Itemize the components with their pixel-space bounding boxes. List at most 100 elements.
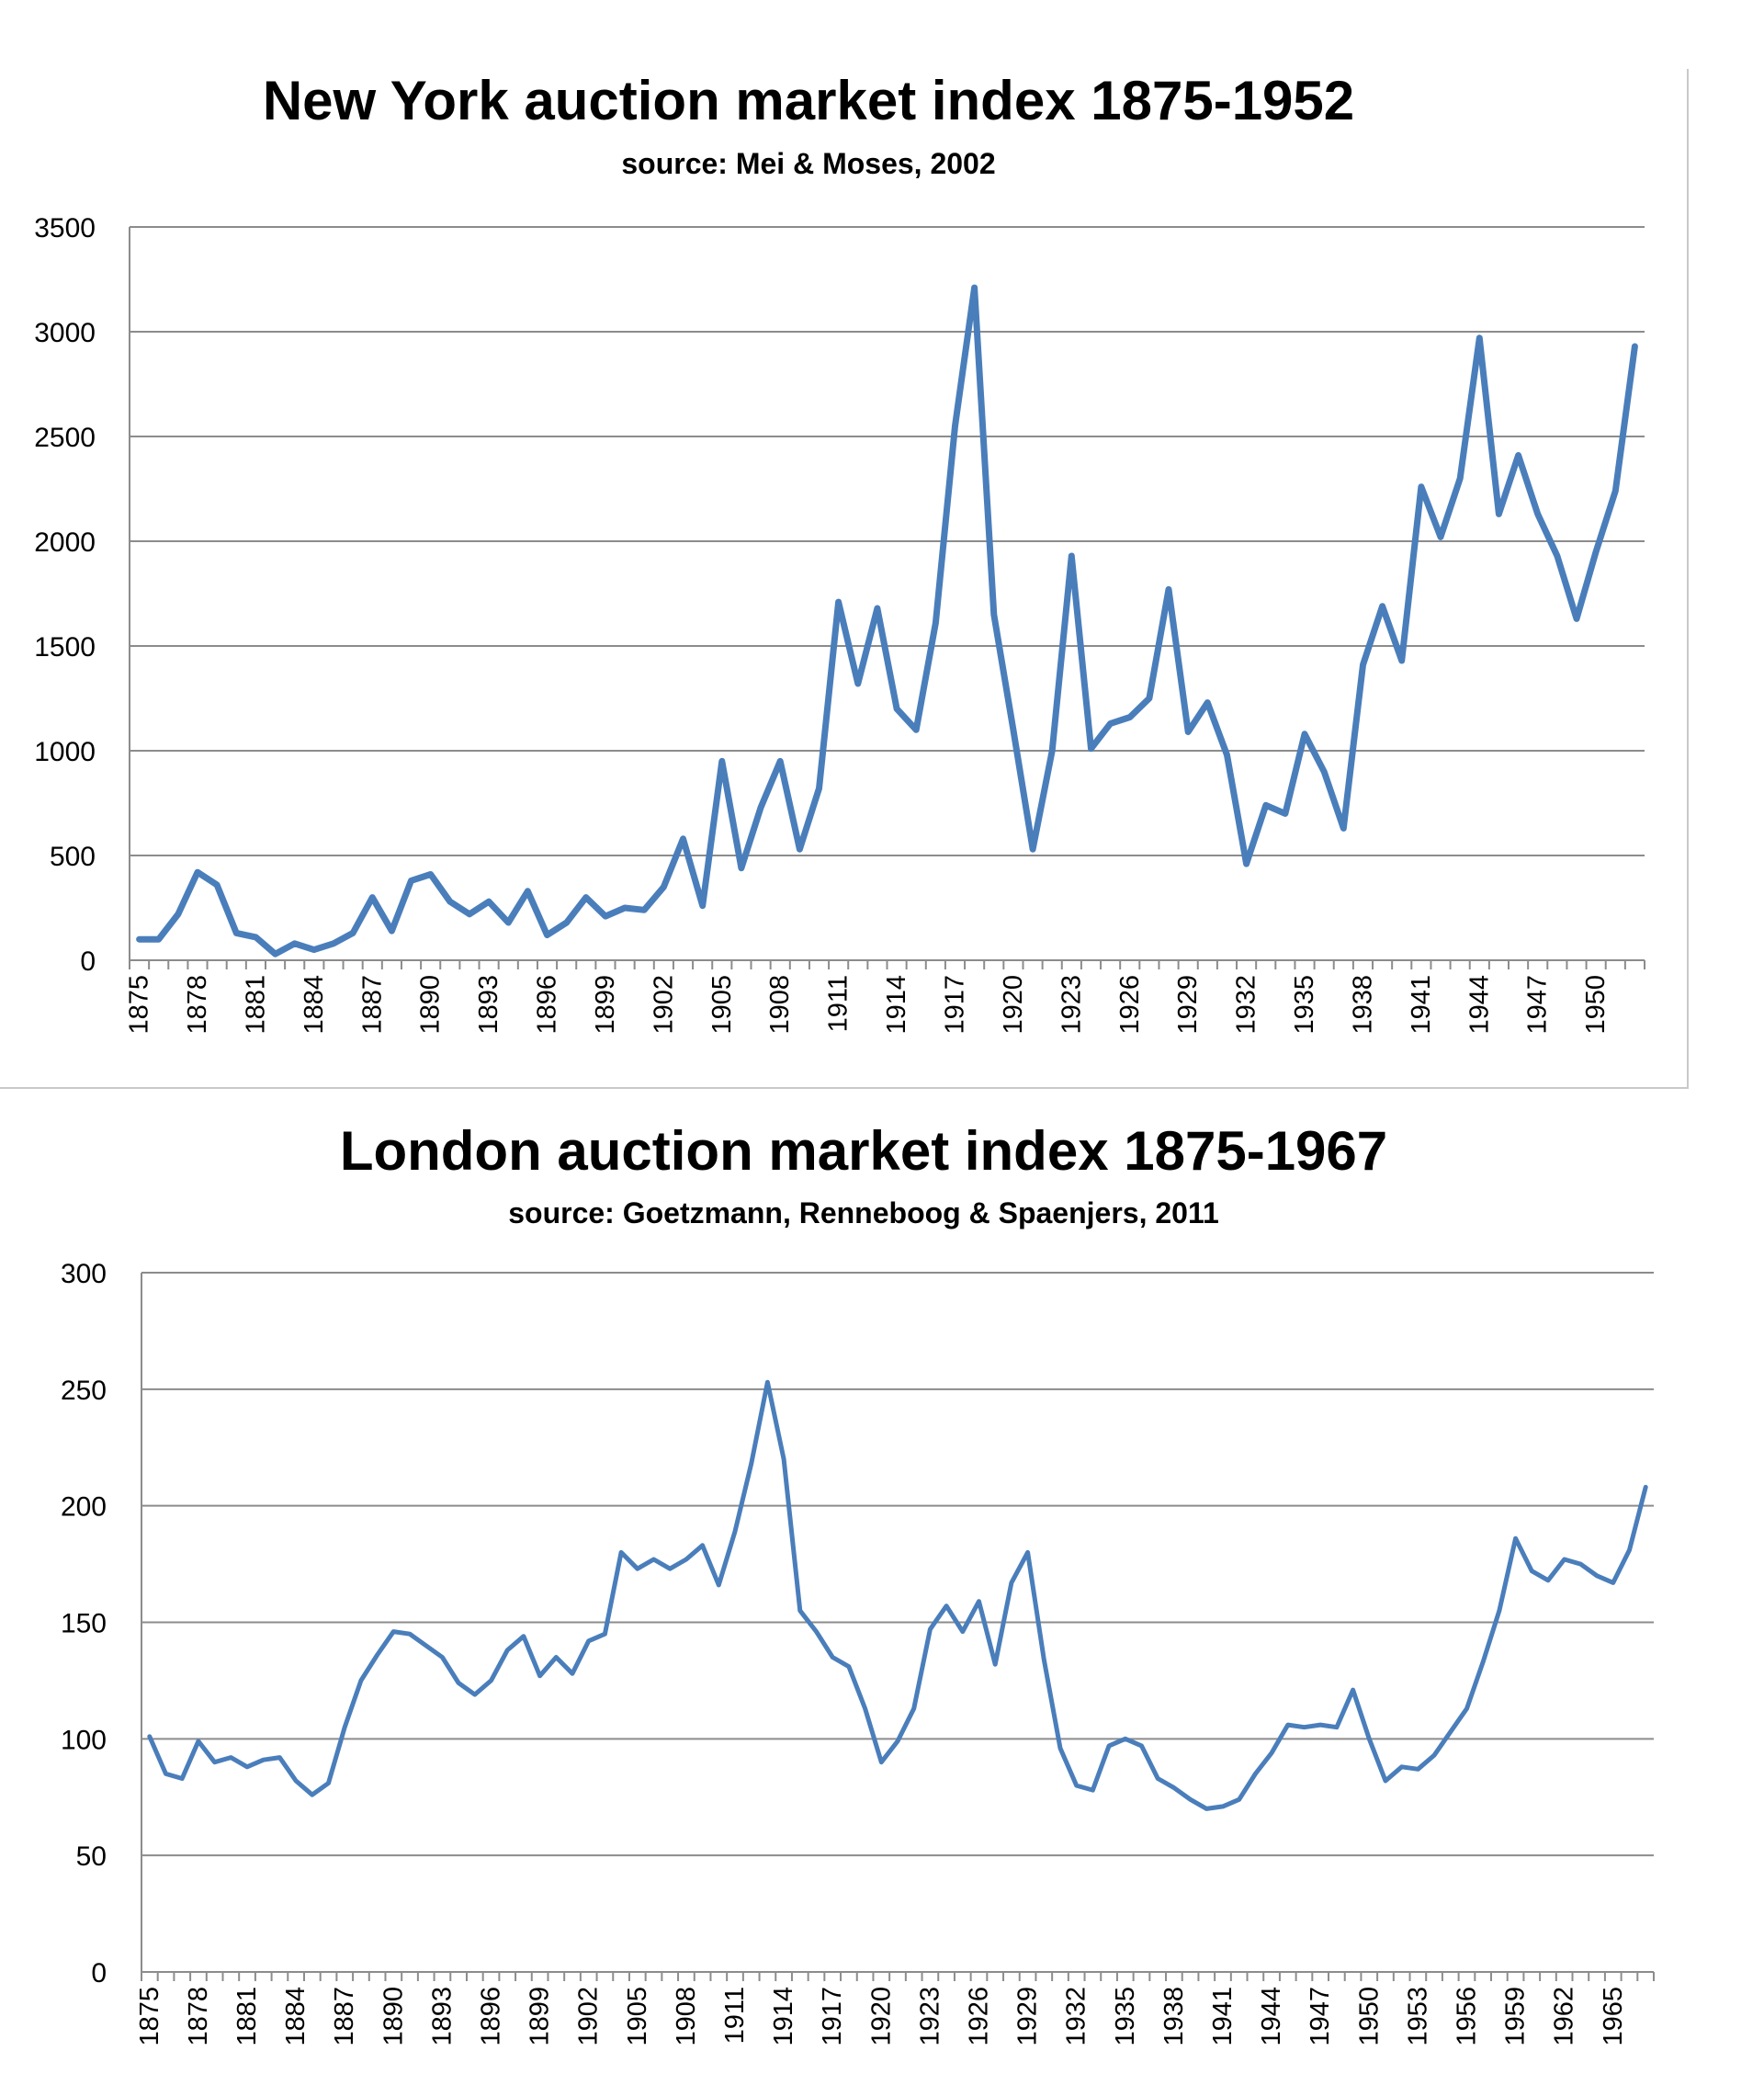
- london-data-point: [1497, 1608, 1502, 1614]
- ny-x-tick-label: 1932: [1232, 975, 1261, 1035]
- london-data-point: [1351, 1687, 1356, 1693]
- london-data-point: [878, 1760, 884, 1765]
- london-x-tick-label: 1890: [379, 1987, 408, 2046]
- london-data-point: [1513, 1535, 1519, 1541]
- london-y-tick-label: 250: [61, 1376, 107, 1406]
- ny-y-tick-label: 2000: [34, 527, 96, 558]
- ny-x-tick-label: 1893: [474, 975, 503, 1035]
- london-data-point: [797, 1608, 803, 1614]
- ny-chart-title: New York auction market index 1875-1952: [262, 70, 1355, 131]
- london-data-point: [390, 1629, 396, 1635]
- london-data-point: [1009, 1580, 1014, 1585]
- london-series-line: [147, 1379, 1648, 1811]
- london-data-point: [1594, 1573, 1600, 1579]
- london-data-point: [424, 1643, 429, 1648]
- london-data-point: [1562, 1557, 1567, 1562]
- london-y-tick-label: 200: [61, 1492, 107, 1523]
- london-x-tick-label: 1893: [427, 1987, 457, 2046]
- london-data-point: [1366, 1736, 1372, 1741]
- london-data-point: [1399, 1764, 1405, 1770]
- london-data-point: [700, 1543, 706, 1548]
- london-data-point: [1415, 1766, 1420, 1772]
- london-data-point: [521, 1634, 526, 1639]
- london-data-point: [1611, 1580, 1616, 1585]
- london-x-tick-label: 1938: [1159, 1987, 1189, 2046]
- london-x-tick-label: 1944: [1257, 1987, 1286, 2046]
- ny-x-tick-label: 1887: [357, 975, 387, 1035]
- london-data-point: [342, 1725, 347, 1730]
- ny-y-tick-label: 2500: [34, 423, 96, 453]
- london-data-point: [618, 1549, 624, 1555]
- london-data-point: [310, 1792, 315, 1797]
- london-data-point: [1074, 1783, 1080, 1788]
- london-data-point: [1317, 1722, 1323, 1728]
- london-data-point: [814, 1629, 820, 1635]
- london-data-point: [1431, 1752, 1437, 1758]
- london-data-point: [489, 1678, 494, 1683]
- london-y-tick-label: 50: [76, 1841, 107, 1872]
- ny-x-tick-label: 1878: [183, 975, 212, 1035]
- london-x-tick-label: 1947: [1306, 1987, 1335, 2046]
- london-data-point: [1252, 1771, 1258, 1776]
- london-data-point: [846, 1664, 852, 1670]
- london-x-tick-label: 1935: [1111, 1987, 1140, 2046]
- london-x-tick-label: 1881: [232, 1987, 262, 2046]
- london-x-tick-label: 1911: [720, 1987, 750, 2044]
- london-data-point: [1334, 1725, 1340, 1730]
- london-data-point: [1171, 1785, 1177, 1791]
- london-data-point: [244, 1764, 250, 1770]
- london-data-point: [1123, 1736, 1128, 1741]
- london-data-point: [1204, 1806, 1209, 1811]
- ny-x-tick-label: 1926: [1115, 975, 1145, 1035]
- london-x-tick-label: 1896: [477, 1987, 506, 2046]
- ny-x-tick-label: 1944: [1464, 975, 1494, 1035]
- ny-x-tick-label: 1896: [533, 975, 562, 1035]
- london-x-tick-label: 1914: [769, 1987, 798, 2046]
- london-data-point: [781, 1456, 786, 1462]
- london-data-point: [261, 1757, 266, 1762]
- london-x-tick-label: 1908: [672, 1987, 701, 2046]
- london-x-tick-label: 1962: [1550, 1987, 1579, 2046]
- ny-chart-subtitle: source: Mei & Moses, 2002: [621, 147, 996, 180]
- london-x-tick-label: 1926: [964, 1987, 993, 2046]
- london-data-point: [911, 1705, 917, 1711]
- london-data-point: [667, 1566, 673, 1571]
- ny-y-tick-label: 500: [50, 842, 96, 872]
- london-data-point: [1545, 1578, 1551, 1583]
- london-data-point: [228, 1755, 233, 1761]
- ny-x-tick-label: 1938: [1348, 975, 1377, 1035]
- london-data-point: [293, 1778, 299, 1784]
- london-x-tick-label: 1905: [623, 1987, 652, 2046]
- ny-y-tick-label: 1500: [34, 632, 96, 663]
- london-data-point: [927, 1626, 933, 1632]
- ny-x-tick-label: 1908: [765, 975, 795, 1035]
- london-data-point: [537, 1673, 543, 1679]
- london-x-tick-label: 1950: [1354, 1987, 1384, 2046]
- ny-y-tick-label: 0: [80, 946, 96, 977]
- ny-line-chart: 0 500 1000 1500 2000 2500 3000 3500 1875 1878 1881…: [34, 213, 1645, 1035]
- london-data-point: [635, 1566, 640, 1571]
- london-data-point: [586, 1638, 592, 1644]
- ny-x-tick-label: 1935: [1290, 975, 1319, 1035]
- london-data-point: [358, 1678, 364, 1683]
- london-data-point: [977, 1599, 982, 1604]
- ny-panel-right-border: [1687, 69, 1689, 1087]
- ny-x-tick-label: 1899: [591, 975, 620, 1035]
- london-data-point: [1025, 1549, 1031, 1555]
- london-data-point: [1155, 1776, 1160, 1782]
- london-data-point: [164, 1771, 169, 1776]
- london-x-tick-label: 1920: [866, 1987, 896, 2046]
- london-data-point: [1139, 1743, 1145, 1749]
- ny-x-tick-label: 1875: [125, 975, 154, 1035]
- london-data-point: [651, 1557, 657, 1562]
- ny-x-tick-label: 1929: [1173, 975, 1203, 1035]
- london-x-tick-label: 1959: [1501, 1987, 1531, 2046]
- london-data-point: [1188, 1796, 1193, 1802]
- ny-x-tick-label: 1884: [300, 975, 329, 1035]
- london-data-point: [716, 1582, 721, 1588]
- london-y-tick-label: 100: [61, 1725, 107, 1755]
- london-x-tick-label: 1884: [281, 1987, 311, 2046]
- london-y-tick-label: 150: [61, 1609, 107, 1639]
- ny-panel-bottom-border: [0, 1087, 1689, 1089]
- london-data-point: [277, 1755, 282, 1761]
